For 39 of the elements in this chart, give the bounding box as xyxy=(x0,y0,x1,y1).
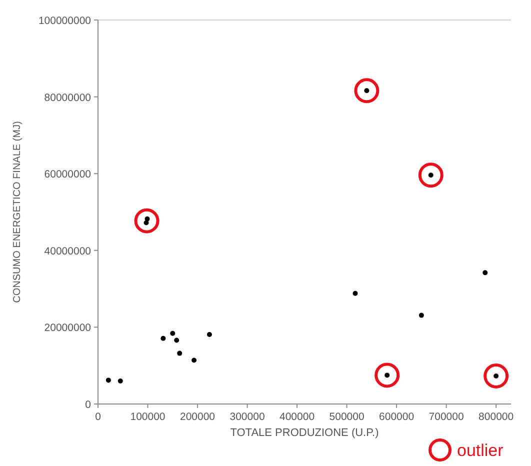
point xyxy=(354,78,380,104)
x-tick-label: 100000 xyxy=(130,411,166,423)
y-tick-label: 80000000 xyxy=(44,92,92,104)
point xyxy=(428,172,434,178)
x-tick-label: 200000 xyxy=(180,411,216,423)
y-tick-label: 60000000 xyxy=(44,168,92,181)
y-tick-label: 0 xyxy=(85,399,92,411)
point xyxy=(364,88,370,94)
point xyxy=(418,162,444,188)
x-tick-label: 300000 xyxy=(230,411,265,423)
point xyxy=(482,270,488,276)
point xyxy=(352,290,358,296)
point xyxy=(160,336,166,341)
y-tick-label: 20000000 xyxy=(44,322,92,334)
x-tick-label: 400000 xyxy=(280,411,315,423)
x-tick-label: 600000 xyxy=(379,411,414,423)
point xyxy=(177,350,182,356)
x-tick-label: 700000 xyxy=(428,411,464,423)
point xyxy=(170,330,176,336)
point xyxy=(192,358,197,363)
point xyxy=(118,378,123,384)
point xyxy=(106,378,111,383)
y-axis-title: CONSUMO ENERGETICO FINALE (MJ) xyxy=(12,121,23,303)
point xyxy=(418,312,424,318)
point xyxy=(374,362,400,388)
point xyxy=(206,332,212,337)
point xyxy=(484,363,509,388)
legend-label: outlier xyxy=(457,441,504,460)
point xyxy=(174,338,180,343)
y-tick-label: 100000000 xyxy=(38,15,92,27)
x-tick-label: 0 xyxy=(95,411,102,423)
x-tick-label: 500000 xyxy=(329,411,364,423)
point xyxy=(134,208,160,234)
x-axis-title: TOTALE PRODUZIONE (U.P.) xyxy=(230,427,379,439)
y-tick-label: 40000000 xyxy=(44,245,92,258)
point xyxy=(144,216,150,222)
point xyxy=(384,372,390,378)
x-tick-label: 800000 xyxy=(478,411,514,423)
point xyxy=(494,373,499,378)
